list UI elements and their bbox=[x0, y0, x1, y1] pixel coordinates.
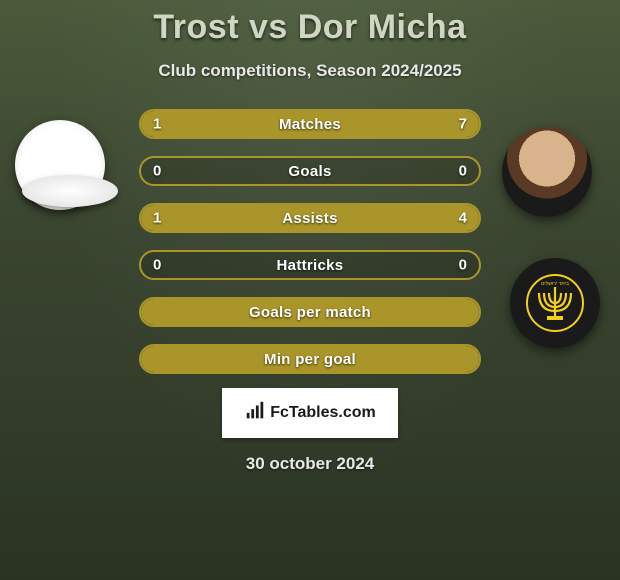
stat-value-right: 0 bbox=[459, 257, 467, 274]
stat-row-mpg: Min per goal bbox=[139, 344, 481, 374]
player-right-avatar bbox=[502, 127, 592, 217]
menorah-icon: ביתר ירושלים bbox=[525, 273, 585, 333]
date: 30 october 2024 bbox=[0, 454, 620, 474]
branding-badge[interactable]: FcTables.com bbox=[222, 388, 398, 438]
stat-fill-left bbox=[141, 205, 209, 231]
branding-label: FcTables.com bbox=[270, 404, 376, 422]
page-title: Trost vs Dor Micha bbox=[0, 8, 620, 47]
stat-row-gpm: Goals per match bbox=[139, 297, 481, 327]
stat-row-assists: Assists 1 4 bbox=[139, 203, 481, 233]
stat-label: Goals bbox=[288, 163, 331, 180]
stat-label: Goals per match bbox=[249, 304, 371, 321]
stat-value-left: 0 bbox=[153, 163, 161, 180]
stat-value-left: 0 bbox=[153, 257, 161, 274]
stat-value-right: 4 bbox=[459, 210, 467, 227]
stat-value-left: 1 bbox=[153, 116, 161, 133]
player-left-club-badge bbox=[22, 175, 118, 207]
stat-value-left: 1 bbox=[153, 210, 161, 227]
stat-fill-right bbox=[205, 205, 479, 231]
stat-row-goals: Goals 0 0 bbox=[139, 156, 481, 186]
stat-label: Assists bbox=[282, 210, 337, 227]
stat-label: Hattricks bbox=[277, 257, 344, 274]
stat-value-right: 7 bbox=[459, 116, 467, 133]
subtitle: Club competitions, Season 2024/2025 bbox=[0, 61, 620, 81]
stat-fill-left bbox=[141, 111, 184, 137]
svg-text:ביתר ירושלים: ביתר ירושלים bbox=[541, 280, 569, 287]
stat-row-matches: Matches 1 7 bbox=[139, 109, 481, 139]
player-right-club-badge: ביתר ירושלים bbox=[510, 258, 600, 348]
stat-label: Min per goal bbox=[264, 351, 356, 368]
stat-label: Matches bbox=[279, 116, 341, 133]
stat-row-hattricks: Hattricks 0 0 bbox=[139, 250, 481, 280]
chart-icon bbox=[244, 400, 266, 427]
stat-value-right: 0 bbox=[459, 163, 467, 180]
